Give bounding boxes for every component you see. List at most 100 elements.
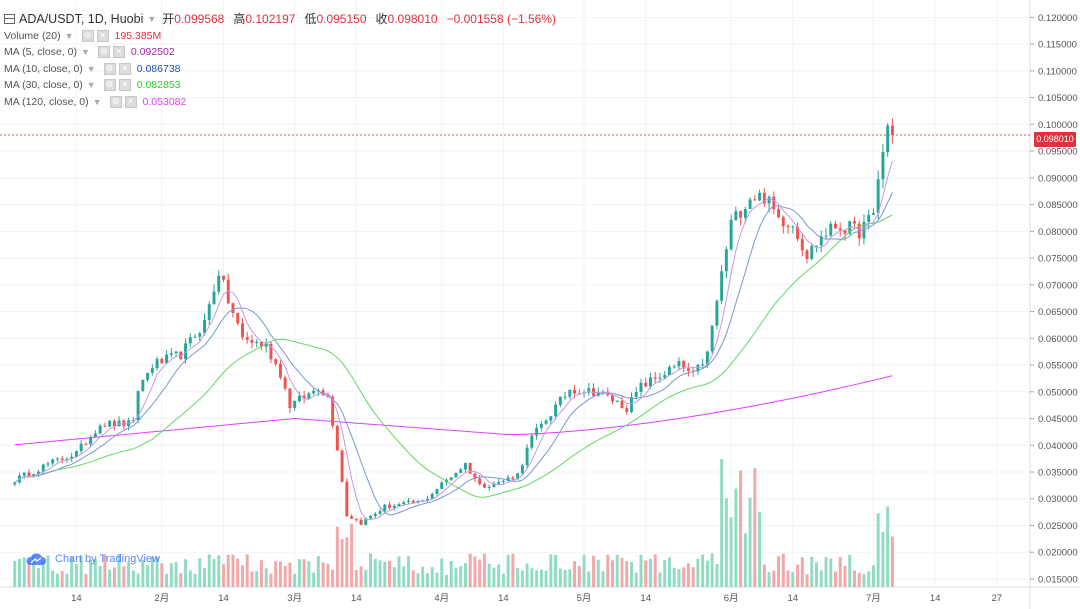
- volume-bar: [587, 571, 591, 587]
- candle-body: [876, 179, 880, 214]
- y-tick-label: 0.115000: [1038, 40, 1077, 51]
- candle-body: [592, 388, 596, 396]
- volume-bar: [582, 554, 586, 587]
- volume-bar: [459, 566, 463, 587]
- indicator-label[interactable]: MA (120, close, 0): [4, 95, 89, 108]
- volume-bar: [283, 565, 287, 587]
- volume-bar: [354, 570, 358, 587]
- candle-body: [739, 211, 743, 218]
- candle-body: [805, 250, 809, 259]
- volume-bar: [269, 573, 273, 587]
- candle-body: [890, 125, 894, 136]
- volume-bar: [881, 531, 885, 587]
- volume-bar: [79, 556, 83, 587]
- candle-body: [354, 518, 358, 520]
- volume-bar: [630, 562, 633, 587]
- close-icon[interactable]: ✕: [118, 62, 131, 75]
- candle-body: [867, 214, 871, 222]
- volume-bar: [146, 565, 150, 587]
- x-tick-label: 14: [218, 593, 229, 604]
- candle-body: [886, 125, 890, 153]
- candle-body: [255, 342, 259, 344]
- cloud-icon: [26, 553, 46, 565]
- close-icon[interactable]: ✕: [118, 79, 131, 92]
- y-tick-label: 0.070000: [1038, 280, 1078, 291]
- close-icon[interactable]: ✕: [96, 29, 109, 42]
- close-label: 收: [375, 12, 388, 26]
- candle-body: [758, 192, 762, 201]
- settings-icon[interactable]: ⚙: [81, 29, 94, 42]
- candle-body: [772, 196, 776, 210]
- candle-body: [108, 420, 112, 427]
- volume-bar: [89, 560, 93, 587]
- candle-body: [274, 359, 278, 364]
- candle-body: [568, 389, 572, 397]
- y-tick-label: 0.075000: [1038, 254, 1078, 265]
- x-tick-label: 14: [640, 593, 651, 604]
- volume-bar: [824, 557, 828, 587]
- candle-body: [506, 477, 510, 481]
- candle-body: [796, 226, 800, 240]
- close-icon[interactable]: ✕: [112, 46, 125, 59]
- volume-bar: [876, 513, 880, 587]
- volume-bar: [141, 559, 145, 587]
- indicator-label[interactable]: MA (5, close, 0): [4, 46, 77, 58]
- volume-bar: [729, 517, 733, 587]
- volume-bar: [259, 560, 263, 587]
- chevron-down-icon[interactable]: ▼: [92, 96, 102, 107]
- series-icon[interactable]: [4, 14, 15, 25]
- candle-body: [236, 312, 240, 324]
- volume-bar: [686, 563, 690, 587]
- volume-bar: [772, 570, 776, 587]
- candle-body: [297, 395, 301, 401]
- candle-body: [117, 420, 121, 427]
- settings-icon[interactable]: ⚙: [109, 95, 122, 108]
- settings-icon[interactable]: ⚙: [97, 46, 110, 59]
- candle-body: [558, 396, 562, 405]
- indicator-value: 0.092502: [130, 46, 175, 58]
- chevron-down-icon[interactable]: ▼: [80, 47, 90, 57]
- symbol-title[interactable]: ADA/USDT, 1D, Huobi: [19, 12, 144, 26]
- volume-bar: [440, 558, 444, 587]
- indicator-label[interactable]: MA (10, close, 0): [4, 62, 83, 75]
- volume-bar: [136, 573, 140, 587]
- indicator-label[interactable]: Volume (20): [4, 29, 61, 42]
- y-tick-label: 0.065000: [1038, 307, 1078, 318]
- chevron-down-icon[interactable]: ▼: [86, 63, 96, 74]
- chevron-down-icon[interactable]: ▼: [147, 14, 157, 24]
- volume-bar: [606, 554, 610, 587]
- last-price-tag: 0.098010: [1034, 132, 1076, 147]
- y-tick-label: 0.120000: [1038, 13, 1078, 24]
- tradingview-watermark[interactable]: Chart by TradingView: [25, 552, 160, 566]
- candle-body: [449, 477, 453, 480]
- candle-body: [511, 477, 515, 480]
- candle-body: [430, 493, 434, 499]
- settings-icon[interactable]: ⚙: [103, 79, 116, 92]
- indicator-row: MA (5, close, 0) ▼ ⚙ ✕ 0.092502: [4, 44, 556, 61]
- candle-body: [663, 375, 667, 378]
- chevron-down-icon[interactable]: ▼: [64, 30, 74, 41]
- candle-body: [84, 443, 88, 445]
- candle-body: [51, 459, 55, 464]
- candle-body: [402, 501, 406, 505]
- candle-body: [463, 463, 467, 470]
- volume-bar: [93, 559, 97, 587]
- indicator-label[interactable]: MA (30, close, 0): [4, 79, 83, 91]
- candle-body: [554, 404, 558, 417]
- candle-body: [587, 388, 591, 393]
- settings-icon[interactable]: ⚙: [103, 62, 116, 75]
- candle-body: [573, 389, 577, 394]
- volume-bar: [402, 566, 406, 587]
- volume-bar: [131, 570, 135, 587]
- close-icon[interactable]: ✕: [124, 95, 137, 108]
- x-tick-label: 5月: [577, 593, 592, 604]
- volume-bar: [611, 560, 614, 587]
- chevron-down-icon[interactable]: ▼: [86, 80, 96, 90]
- x-tick-label: 14: [71, 593, 82, 604]
- candle-body: [41, 464, 45, 472]
- volume-bar: [297, 559, 301, 587]
- chart-legend: ADA/USDT, 1D, Huobi ▼ 开 0.099568 高 0.10219…: [4, 11, 556, 110]
- close-value: 0.098010: [387, 12, 438, 26]
